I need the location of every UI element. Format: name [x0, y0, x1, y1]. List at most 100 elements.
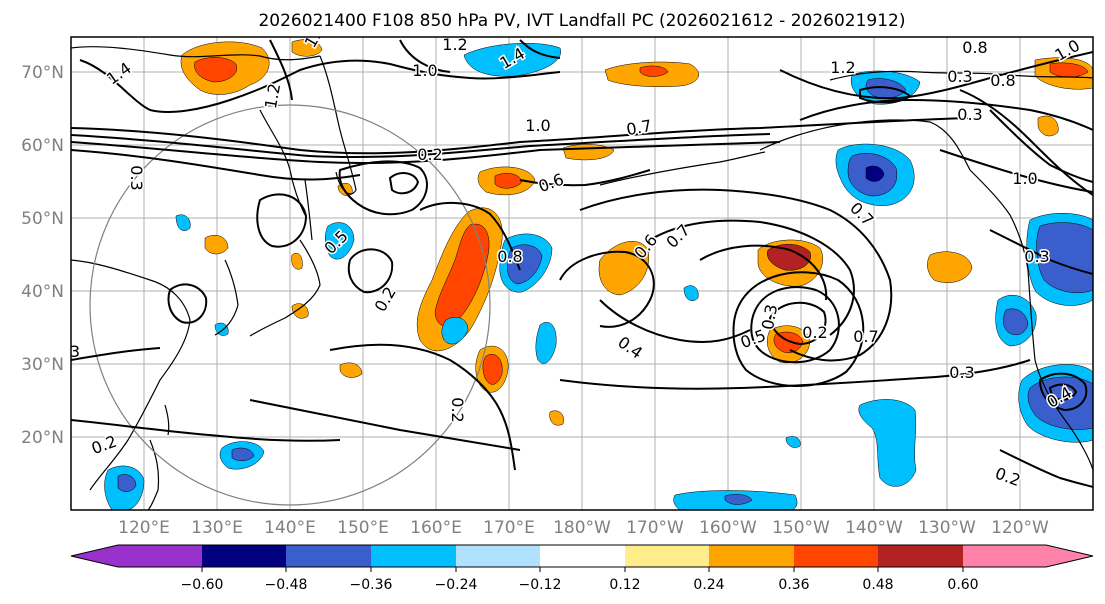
coastline-sakhalin: [304, 179, 313, 241]
map-panel: 1.41.21.01.41.21.00.8 1.01.21.0 0.70.80.30…: [21, 35, 1094, 538]
anomaly-blob-neg-14: [325, 222, 355, 260]
lon-label: 160°W: [699, 518, 757, 538]
contour-label: 0.2: [802, 323, 827, 342]
anomaly-blob-neg-18: [785, 436, 801, 448]
lon-label: 170°E: [483, 518, 535, 538]
lon-label: 160°E: [410, 518, 462, 538]
anomaly-blob-neg-15: [175, 214, 191, 231]
anomaly-blob-neg-11-core: [724, 494, 753, 505]
lat-label: 30°N: [21, 355, 64, 375]
lon-label: 150°W: [772, 518, 830, 538]
coastline-japan: [249, 239, 321, 337]
colorbar-swatch: [625, 545, 709, 567]
anomaly-blob-pos-4-core: [1049, 62, 1089, 78]
coastline-uswest: [1027, 269, 1093, 471]
contour-line-4: [71, 149, 361, 181]
contour-line-31: [519, 169, 651, 187]
contour-line-2: [71, 133, 771, 159]
anomaly-blob-pos-14: [291, 252, 303, 270]
anomaly-blob-neg-10: [858, 399, 917, 487]
colorbar-ticks: −0.60 −0.48 −0.36 −0.24 −0.12 0.12 0.24 0.36 0.4…: [181, 567, 979, 593]
contour-line-7: [399, 39, 451, 73]
lon-label: 130°W: [918, 518, 976, 538]
anomaly-blob-pos-2: [291, 39, 323, 57]
coastline-alaska: [759, 119, 971, 171]
lon-label: 140°W: [845, 518, 903, 538]
contour-label: 0.3: [949, 363, 974, 382]
lon-label: 180°W: [553, 518, 611, 538]
colorbar-swatch: [794, 545, 878, 567]
contour-label: 1.2: [442, 35, 467, 54]
colorbar-tick-label: 0.24: [693, 577, 724, 593]
contour-line-17: [768, 301, 827, 346]
contour-line-37: [1038, 372, 1088, 412]
colorbar-outline: [70, 544, 1094, 568]
anomaly-blob-neg-12-core: [231, 447, 255, 461]
lat-label: 40°N: [21, 282, 64, 302]
contour-line-30: [419, 201, 521, 271]
colorbar-swatch: [456, 545, 540, 567]
contour-line-36: [999, 449, 1093, 488]
anomaly-blob-neg-13-core: [117, 474, 137, 492]
lat-tick-labels: 70°N 60°N 50°N 40°N 30°N 20°N: [21, 63, 64, 448]
lat-label: 60°N: [21, 136, 64, 156]
colorbar-tick-label: 0.60: [947, 577, 978, 593]
anomaly-blob-neg-17: [214, 322, 229, 336]
colorbar-swatch: [202, 545, 286, 567]
contour-line-13: [989, 109, 1093, 183]
contour-line-5: [79, 59, 561, 113]
lat-label: 20°N: [21, 428, 64, 448]
contour-line-3: [71, 141, 781, 165]
anomaly-blob-pos-1-core: [194, 57, 238, 83]
colorbar-tick-label: −0.12: [519, 577, 562, 593]
contour-line-14: [579, 188, 893, 362]
anomaly-blob-neg-16: [683, 285, 699, 301]
contour-label: 0.3: [1024, 247, 1049, 266]
distance-ring: [89, 104, 491, 506]
anomaly-blob-pos-18: [549, 410, 564, 426]
colorbar: −0.60 −0.48 −0.36 −0.24 −0.12 0.12 0.24 0.36 0.4…: [70, 544, 1094, 593]
contour-line-8: [519, 39, 561, 59]
contour-line-12: [959, 89, 1093, 196]
coastline-philippines: [147, 439, 160, 510]
figure-title: 2026021400 F108 850 hPa PV, IVT Landfall…: [258, 11, 905, 31]
contour-label: 1.2: [830, 58, 855, 77]
contour-line-28: [167, 283, 208, 324]
lon-label: 170°W: [626, 518, 684, 538]
anomaly-blob-neg-3-inner: [865, 165, 885, 182]
anomaly-blob-pos-15: [291, 303, 309, 319]
colorbar-swatch: [709, 545, 794, 567]
lon-label: 120°W: [991, 518, 1049, 538]
anomaly-blob-pos-13: [204, 235, 229, 255]
contour-line-34: [939, 149, 1093, 193]
anomaly-blob-pos-8-core: [482, 354, 503, 385]
contour-label: 0.8: [962, 38, 987, 57]
anomaly-blob-pos-3-core: [639, 65, 669, 77]
anomaly-blob-neg-9: [441, 317, 469, 345]
contour-line-20: [559, 359, 1031, 390]
contour-line-9: [779, 51, 1093, 100]
colorbar-tick-label: −0.36: [350, 577, 393, 593]
anomaly-blob-neg-5-core: [1003, 308, 1029, 335]
colorbar-swatch: [286, 545, 371, 567]
contour-line-16: [699, 244, 828, 301]
contour-line-27: [256, 193, 308, 248]
anomaly-blob-neg-7-core: [507, 244, 543, 285]
contour-line-23: [71, 419, 341, 442]
contour-line-33: [599, 299, 751, 343]
contour-line-19: [732, 271, 865, 388]
contour-label: 0.7: [853, 327, 878, 346]
lat-label: 50°N: [21, 209, 64, 229]
colorbar-swatches: [71, 545, 1093, 567]
colorbar-swatch: [71, 545, 202, 567]
contour-line-21: [329, 343, 516, 471]
coastline-siberia: [71, 46, 321, 61]
lat-label: 70°N: [21, 63, 64, 83]
contour-line-25: [338, 160, 428, 216]
lon-label: 140°E: [264, 518, 316, 538]
contour-label: 1.2: [261, 82, 284, 110]
contour-line-11: [799, 98, 1093, 131]
map-frame: [70, 36, 1094, 511]
contour-line-29: [347, 248, 394, 294]
